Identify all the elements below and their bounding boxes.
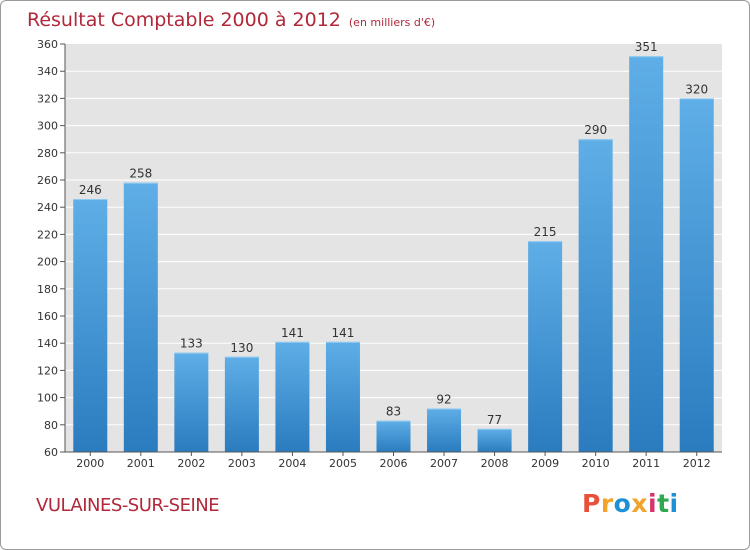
data-label: 246 <box>79 183 102 197</box>
y-tick-label: 60 <box>44 446 58 459</box>
data-labels: 246 258 133 130 141 141 83 92 77 215 290 351 320 <box>79 40 708 427</box>
data-label: 141 <box>281 326 304 340</box>
chart-title: Résultat Comptable 2000 à 2012 (en millie… <box>27 9 435 31</box>
logo-letter: i <box>669 489 679 518</box>
y-tick-label: 120 <box>37 364 58 377</box>
y-tick-label: 80 <box>44 419 58 432</box>
y-tick-label: 160 <box>37 310 58 323</box>
data-label: 133 <box>180 337 203 351</box>
y-axis: 60 80 100 120 140 160 180 200 220 240 260 280 300 320… <box>37 38 66 459</box>
y-tick-label: 340 <box>37 65 58 78</box>
x-tick-label: 2012 <box>683 457 711 470</box>
x-tick-label: 2008 <box>481 457 509 470</box>
bar-2011 <box>629 56 664 453</box>
logo-letter: P <box>582 489 601 518</box>
bar-2001 <box>123 182 158 452</box>
x-tick-label: 2011 <box>632 457 660 470</box>
chart-title-text: Résultat Comptable 2000 à 2012 <box>27 9 341 31</box>
logo-letter: t <box>657 489 670 518</box>
y-tick-label: 360 <box>37 38 58 51</box>
x-axis: 2000 2001 2002 2003 2004 2005 2006 2007 2008 2009… <box>65 451 722 470</box>
y-tick-label: 180 <box>37 283 58 296</box>
logo-letter: x <box>631 489 648 518</box>
data-label: 320 <box>685 82 708 96</box>
y-tick-label: 280 <box>37 147 58 160</box>
data-label: 290 <box>584 123 607 137</box>
data-label: 141 <box>332 326 355 340</box>
bar-2007 <box>427 408 462 452</box>
x-tick-label: 2010 <box>582 457 610 470</box>
x-tick-label: 2005 <box>329 457 357 470</box>
x-tick-label: 2003 <box>228 457 256 470</box>
data-label: 83 <box>386 405 401 419</box>
location-name: VULAINES-SUR-SEINE <box>36 495 220 516</box>
x-tick-label: 2004 <box>278 457 306 470</box>
bar-2006 <box>376 420 411 452</box>
y-tick-label: 100 <box>37 392 58 405</box>
logo-letter: i <box>648 489 658 518</box>
bar-2000 <box>73 199 108 452</box>
data-label: 92 <box>436 392 451 406</box>
bar-2008 <box>477 428 512 452</box>
logo-letter: o <box>613 489 632 518</box>
data-label: 130 <box>230 341 253 355</box>
data-label: 258 <box>129 167 152 181</box>
y-tick-label: 140 <box>37 337 58 350</box>
data-label: 77 <box>487 413 502 427</box>
data-label: 351 <box>635 40 658 54</box>
grid-lines <box>65 70 722 426</box>
bar-2009 <box>528 241 563 452</box>
bars <box>73 56 714 453</box>
bar-2003 <box>224 356 259 452</box>
bar-2004 <box>275 341 310 452</box>
bar-2012 <box>679 98 714 453</box>
x-tick-label: 2001 <box>127 457 155 470</box>
x-tick-label: 2002 <box>177 457 205 470</box>
y-tick-label: 240 <box>37 201 58 214</box>
y-tick-label: 220 <box>37 228 58 241</box>
y-tick-label: 260 <box>37 174 58 187</box>
logo-letter: r <box>600 489 614 518</box>
y-tick-label: 320 <box>37 92 58 105</box>
bar-2002 <box>174 352 209 452</box>
x-tick-label: 2007 <box>430 457 458 470</box>
x-tick-label: 2006 <box>380 457 408 470</box>
x-tick-label: 2000 <box>76 457 104 470</box>
bar-2005 <box>325 341 360 452</box>
x-tick-label: 2009 <box>531 457 559 470</box>
y-tick-label: 300 <box>37 120 58 133</box>
bar-2010 <box>578 139 613 452</box>
data-label: 215 <box>534 225 557 239</box>
chart-subtitle: (en milliers d'€) <box>348 16 436 29</box>
proxiti-logo[interactable]: Proxiti <box>582 489 679 518</box>
y-tick-label: 200 <box>37 256 58 269</box>
